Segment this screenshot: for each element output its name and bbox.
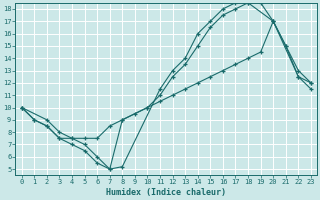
X-axis label: Humidex (Indice chaleur): Humidex (Indice chaleur): [106, 188, 226, 197]
